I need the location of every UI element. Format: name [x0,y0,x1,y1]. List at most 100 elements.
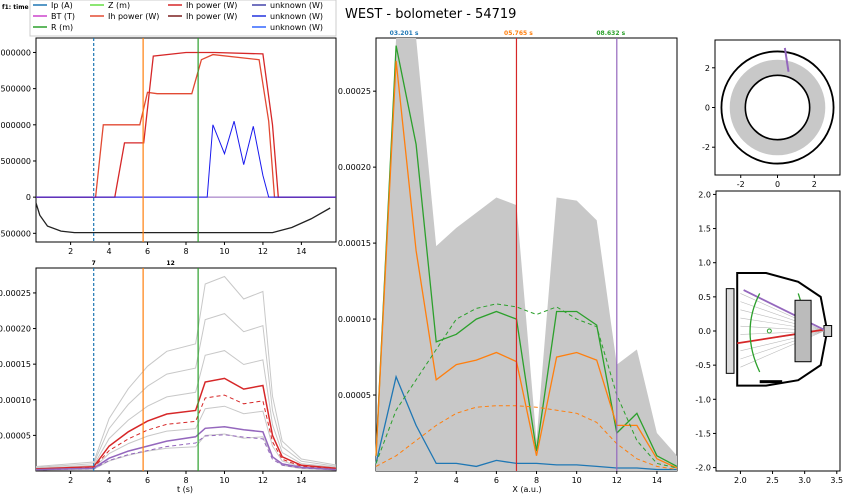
chart-bottom-left[interactable]: 2 4 6 8 10 12 14 0.00005 0.00010 0.00015 0.00020 0.… [0,260,337,485]
y-tick-label: 0.0 [698,327,711,336]
y-tick-label: 2 [705,64,710,73]
channel-12-line [35,426,337,471]
plot-frame [35,37,337,243]
y-tick-label: 500000 [0,157,31,166]
y-tick-label: 0.00005 [338,391,371,400]
x-tick-label: 8 [183,247,188,256]
envelope-area [376,38,677,471]
y-tick-label: 0 [26,193,31,202]
time-label: 08.632 s [596,30,625,37]
channel-label: 12 [166,260,174,267]
profile-orange-dashed [375,405,678,470]
x-tick-label: 2 [68,476,73,485]
x-tick-label: 3.0 [798,476,811,485]
lh-power-line-2 [36,51,336,198]
magnetic-axis [766,328,772,334]
y-tick-label: 0.00025 [338,87,371,96]
port [823,325,833,337]
inner-coil [725,288,735,374]
x-tick-label: 8 [183,476,188,485]
antenna [794,299,812,363]
legend-label: R (m) [51,23,73,32]
legend-label: unknown (W) [270,1,323,10]
chart-profile[interactable]: 2 4 6 8 10 12 14 0.00005 0.00010 0.00015 0.00020 0.… [338,30,678,485]
x-tick-label: 10 [219,247,229,256]
legend-label: unknown (W) [270,12,323,21]
y-tick-label: 0.00020 [338,163,371,172]
unknown-power-line [36,121,336,198]
x-tick-label: 4 [107,247,112,256]
legend-label: Ih power (W) [108,12,159,21]
x-tick-label: 2.5 [766,476,779,485]
channel-12-line-dashed [35,434,337,471]
outer-wall [720,50,835,165]
y-tick-label: 0.5 [698,293,711,302]
inner-wall [744,74,811,141]
y-tick-label: 1.5 [698,225,711,234]
chart-bottom-right[interactable]: 2.0 2.5 3.0 3.5 -2.0 -1.5 -1.0 -0.5 0.0 0.5 1.0 1.5… [695,190,843,485]
page-title: WEST - bolometer - 54719 [345,7,516,22]
ip-line [35,202,331,234]
profile-green-line [375,45,678,467]
background-trace [35,350,337,469]
x-tick-label: 14 [652,476,662,485]
y-tick-label: 0.00015 [338,239,371,248]
x-tick-label: 2.0 [734,476,747,485]
magnetic-surface [749,293,761,373]
background-trace [35,313,337,468]
y-tick-label: -2.0 [695,464,711,473]
x-tick-label: 6 [145,247,150,256]
y-tick-label: 0.00015 [0,360,31,369]
y-tick-label: -1.0 [695,395,711,404]
y-tick-label: 2000000 [0,48,31,57]
x-axis-label-time: t (s) [177,485,193,494]
x-tick-label: 4 [454,476,459,485]
chart-top-left[interactable]: 2 4 6 8 10 12 14 -500000 0 500000 1000000 1500000 20… [0,37,337,256]
legend-label: Ip (A) [51,1,73,10]
x-tick-label: -2 [737,180,745,189]
x-tick-label: 12 [258,476,268,485]
channel-label: 7 [92,260,96,267]
profile-orange-line [375,60,678,469]
x-tick-label: 2 [68,247,73,256]
x-tick-label: 6 [494,476,499,485]
y-tick-label: 0.00025 [0,289,31,298]
x-tick-label: 12 [612,476,622,485]
channel-7-line-dashed [35,394,337,470]
y-tick-label: 2.0 [698,190,711,199]
x-tick-label: 4 [107,476,112,485]
x-tick-label: 8 [534,476,539,485]
channel-7-line [35,377,337,470]
line-of-sight [783,47,790,72]
time-label: 05.765 s [504,30,533,37]
y-tick-label: -1.5 [695,429,711,438]
y-tick-label: 0.00005 [0,431,31,440]
background-trace [35,433,337,471]
x-axis-label-xau: X (a.u.) [512,485,541,494]
x-tick-label: 10 [572,476,582,485]
plot-frame [35,267,337,472]
y-tick-label: 1500000 [0,85,31,94]
legend-label: Ih power (W) [186,1,237,10]
x-tick-label: 14 [296,476,306,485]
x-tick-label: 3.5 [830,476,843,485]
legend-label: unknown (W) [270,23,323,32]
profile-green-dashed [375,303,678,469]
y-tick-label: -500000 [0,229,31,238]
x-tick-label: 2 [414,476,419,485]
x-tick-label: 0 [775,180,780,189]
divertor-plate [759,380,783,384]
x-tick-label: 12 [258,247,268,256]
x-tick-label: 2 [812,180,817,189]
y-tick-label: 1000000 [0,121,31,130]
chart-top-right[interactable]: -2 0 2 -2 0 2 [702,39,841,189]
x-tick-label: 6 [145,476,150,485]
legend-box [29,0,337,37]
x-tick-label: 10 [219,476,229,485]
y-tick-label: 0.00010 [338,315,371,324]
legend-label: Ih power (W) [186,12,237,21]
y-tick-label: 1.0 [698,259,711,268]
legend: Ip (A) BT (T) R (m) Z (m) Ih power (W) Ih pow… [29,0,337,37]
time-label: 03.201 s [390,30,419,37]
